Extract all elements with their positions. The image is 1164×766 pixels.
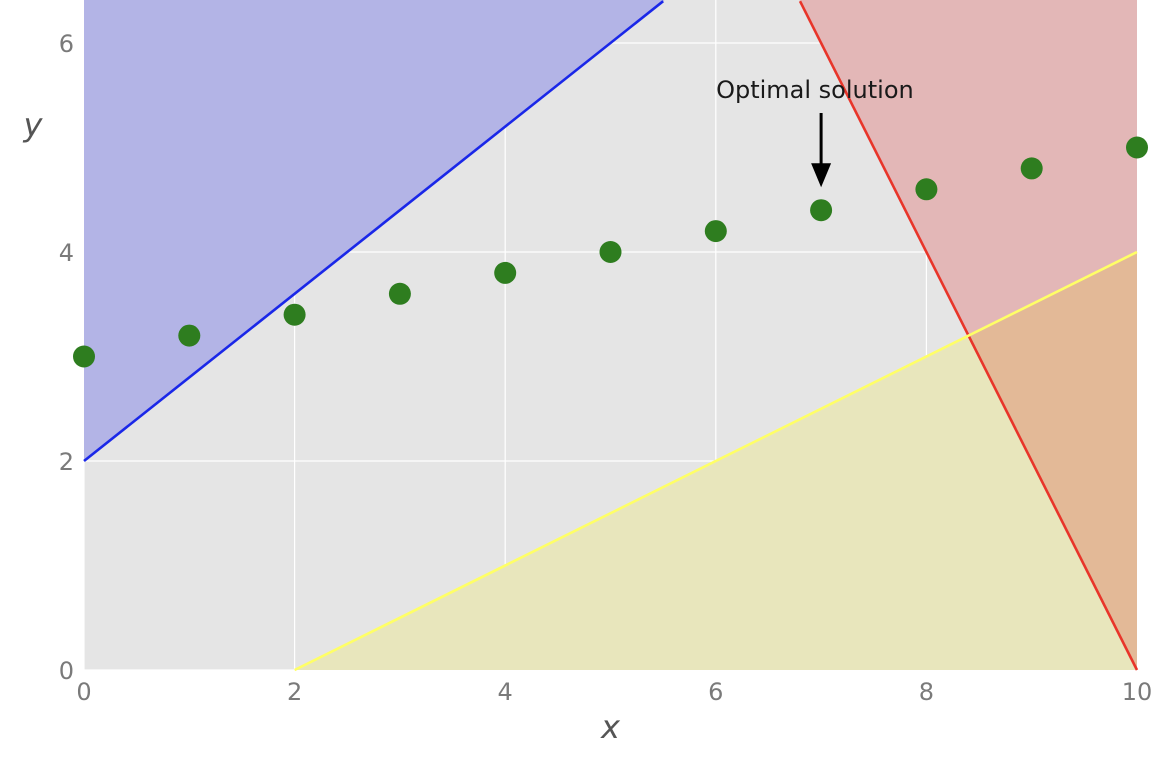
- y-tick-label: 4: [59, 239, 74, 267]
- data-points: [73, 136, 1148, 368]
- data-point: [599, 241, 622, 263]
- yellow-constraint-line: [294, 250, 1138, 672]
- data-point: [704, 220, 727, 243]
- y-tick-label: 0: [59, 657, 74, 685]
- data-point: [1126, 136, 1148, 159]
- red-infeasible-region: [799, 0, 1137, 336]
- data-point: [915, 178, 938, 201]
- data-point: [73, 345, 95, 368]
- data-point: [494, 261, 517, 284]
- data-point: [178, 324, 201, 347]
- data-point: [1020, 157, 1043, 180]
- y-axis-label: y: [23, 106, 44, 144]
- annotation-arrow-head: [811, 163, 832, 188]
- data-point: [283, 303, 306, 326]
- x-tick-label: 2: [287, 678, 302, 706]
- blue-constraint-line: [83, 0, 664, 463]
- y-tick-label: 2: [59, 448, 74, 476]
- data-point: [810, 199, 833, 222]
- y-tick-label: 6: [59, 30, 74, 58]
- x-axis-label: x: [600, 708, 621, 746]
- x-tick-label: 0: [76, 678, 91, 706]
- data-point: [388, 282, 411, 305]
- x-tick-label: 6: [708, 678, 723, 706]
- x-tick-label: 10: [1122, 678, 1153, 706]
- constraint-lines: [83, 0, 1139, 672]
- x-tick-label: 8: [919, 678, 934, 706]
- yellow-infeasible-region: [294, 335, 1138, 670]
- annotation-text: Optimal solution: [716, 76, 914, 104]
- annotation: Optimal solution: [716, 76, 914, 188]
- tick-labels: 0 2 4 6 8 10 0 2 4 6: [59, 30, 1153, 706]
- x-tick-label: 4: [498, 678, 513, 706]
- overlap-region: [968, 252, 1137, 670]
